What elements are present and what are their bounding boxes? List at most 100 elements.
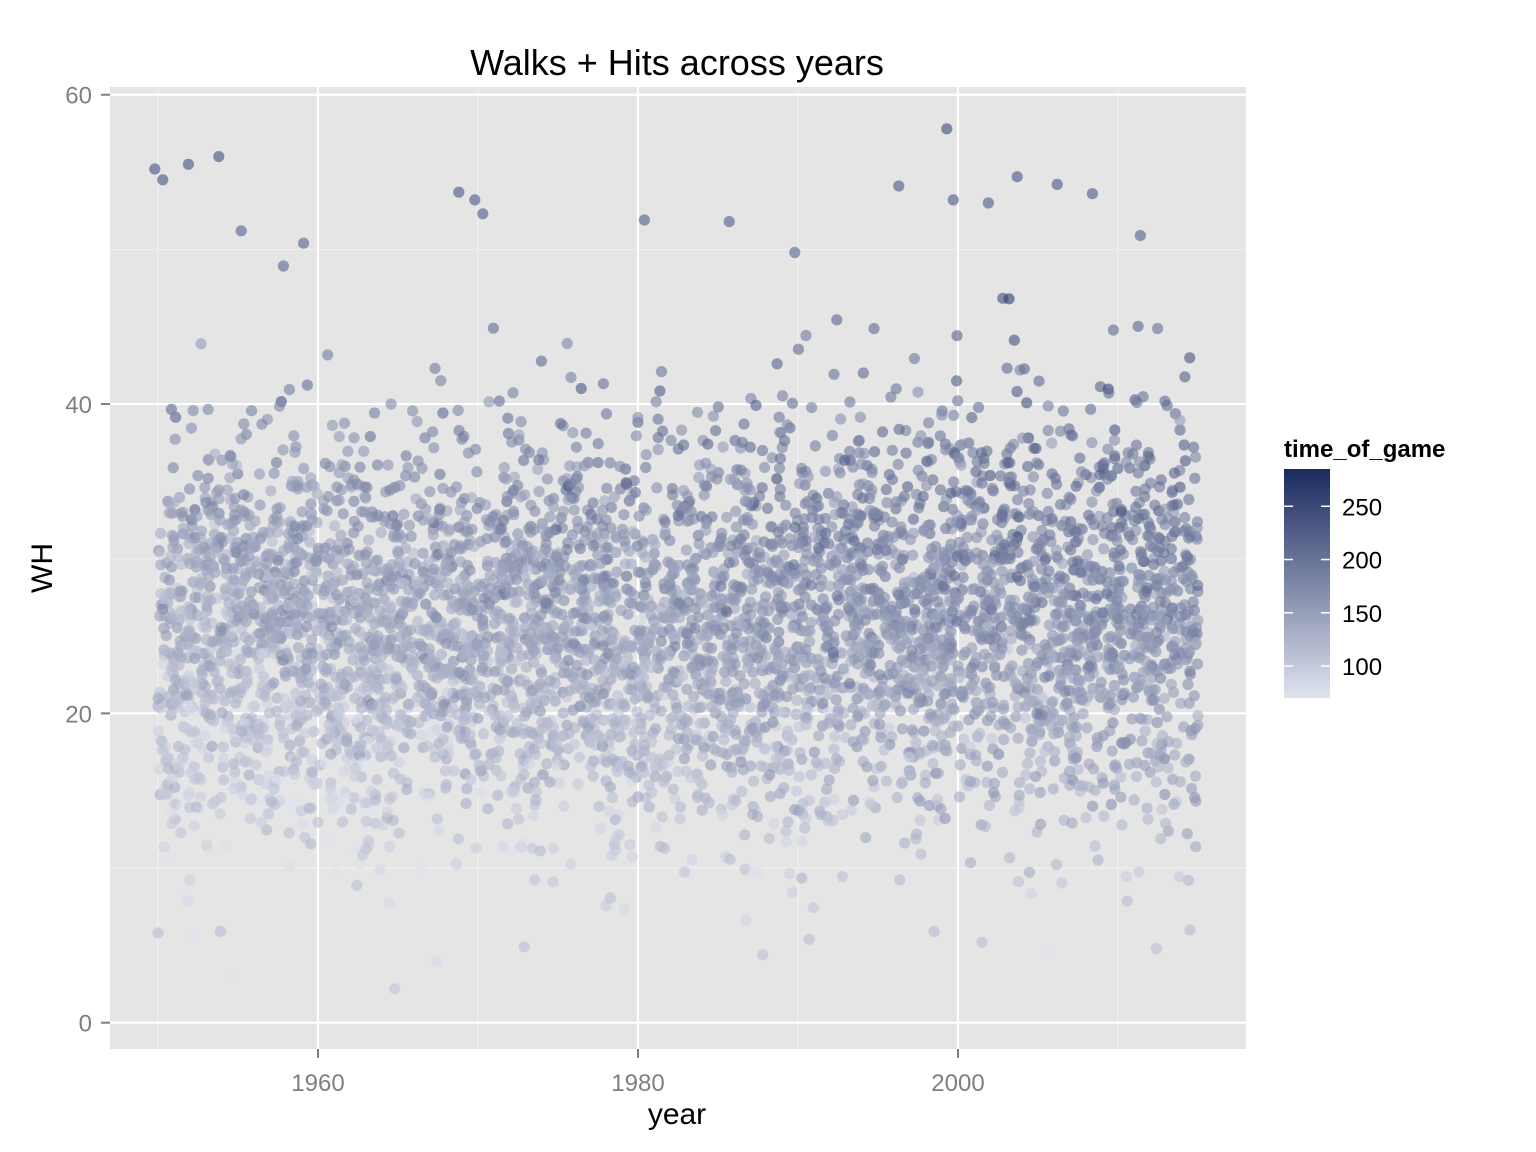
data-point (375, 751, 387, 763)
data-point (1044, 529, 1056, 541)
data-point (720, 726, 732, 738)
data-point (248, 608, 260, 620)
data-point (170, 411, 182, 423)
data-point (643, 779, 655, 791)
data-point (654, 385, 666, 397)
data-point (721, 606, 733, 618)
data-point (1109, 424, 1121, 436)
data-point (1052, 607, 1064, 620)
data-point (775, 427, 787, 439)
data-point (1075, 567, 1087, 579)
data-point (1018, 363, 1030, 375)
data-point (1152, 531, 1164, 543)
data-point (845, 804, 857, 816)
data-point (759, 461, 771, 473)
data-point (587, 755, 599, 767)
data-point (1063, 685, 1075, 697)
data-point (1083, 509, 1095, 521)
data-point (998, 733, 1010, 746)
data-point (829, 731, 841, 743)
data-point (196, 664, 208, 677)
data-point (391, 651, 404, 663)
data-point (342, 445, 354, 457)
data-point (236, 788, 248, 801)
data-point (519, 489, 531, 501)
data-point (1102, 632, 1114, 644)
data-point (1155, 672, 1167, 684)
data-point (458, 638, 470, 650)
data-point (331, 566, 343, 578)
data-point (756, 444, 769, 457)
data-point (498, 462, 510, 474)
data-point (315, 678, 327, 690)
data-point (571, 659, 583, 671)
data-point (413, 680, 425, 692)
data-point (640, 647, 652, 659)
data-point (249, 700, 261, 713)
data-point (482, 803, 494, 815)
data-point (312, 816, 324, 828)
data-point (805, 616, 817, 628)
data-point (1087, 800, 1099, 812)
data-point (183, 670, 195, 682)
data-point (743, 557, 756, 569)
data-point (922, 632, 934, 644)
data-point (752, 573, 764, 585)
data-point (905, 678, 917, 691)
data-point (855, 458, 868, 470)
data-point (614, 460, 626, 472)
data-point (1191, 522, 1203, 534)
data-point (566, 529, 578, 541)
data-point (640, 461, 652, 474)
data-point (484, 516, 496, 528)
data-point (183, 627, 195, 640)
data-point (1009, 615, 1021, 627)
data-point (504, 587, 516, 599)
data-point (271, 630, 283, 642)
data-point (1081, 722, 1093, 734)
data-point (685, 662, 697, 674)
data-point (667, 783, 679, 795)
data-point (845, 719, 857, 731)
data-point (424, 486, 436, 498)
data-point (403, 519, 415, 531)
data-point (940, 522, 952, 535)
data-point (167, 541, 179, 553)
data-point (216, 707, 228, 719)
data-point (1012, 701, 1024, 713)
data-point (168, 496, 180, 509)
data-point (758, 536, 770, 548)
data-point (649, 770, 661, 783)
data-point (910, 737, 922, 749)
data-point (866, 466, 878, 479)
data-point (828, 368, 840, 380)
data-point (650, 396, 662, 408)
data-point (642, 594, 654, 606)
data-point (507, 727, 520, 739)
data-point (977, 558, 989, 571)
data-point (388, 481, 401, 493)
data-point (1178, 599, 1191, 611)
data-point (324, 461, 336, 473)
data-point (844, 445, 856, 458)
data-point (768, 817, 780, 829)
data-point (226, 667, 238, 679)
data-point (575, 382, 587, 395)
data-point (771, 473, 783, 485)
data-point (895, 521, 907, 533)
data-point (914, 814, 926, 827)
data-point (715, 580, 727, 592)
data-point (349, 594, 361, 607)
data-point (230, 514, 242, 526)
data-point (730, 521, 743, 533)
data-point (806, 511, 818, 524)
data-point (326, 419, 338, 431)
data-point (223, 597, 235, 609)
data-point (1105, 697, 1117, 710)
data-point (1098, 457, 1111, 469)
data-point (493, 395, 505, 407)
data-point (242, 646, 254, 658)
data-point (166, 808, 178, 820)
data-point (173, 761, 185, 773)
data-point (874, 597, 886, 609)
